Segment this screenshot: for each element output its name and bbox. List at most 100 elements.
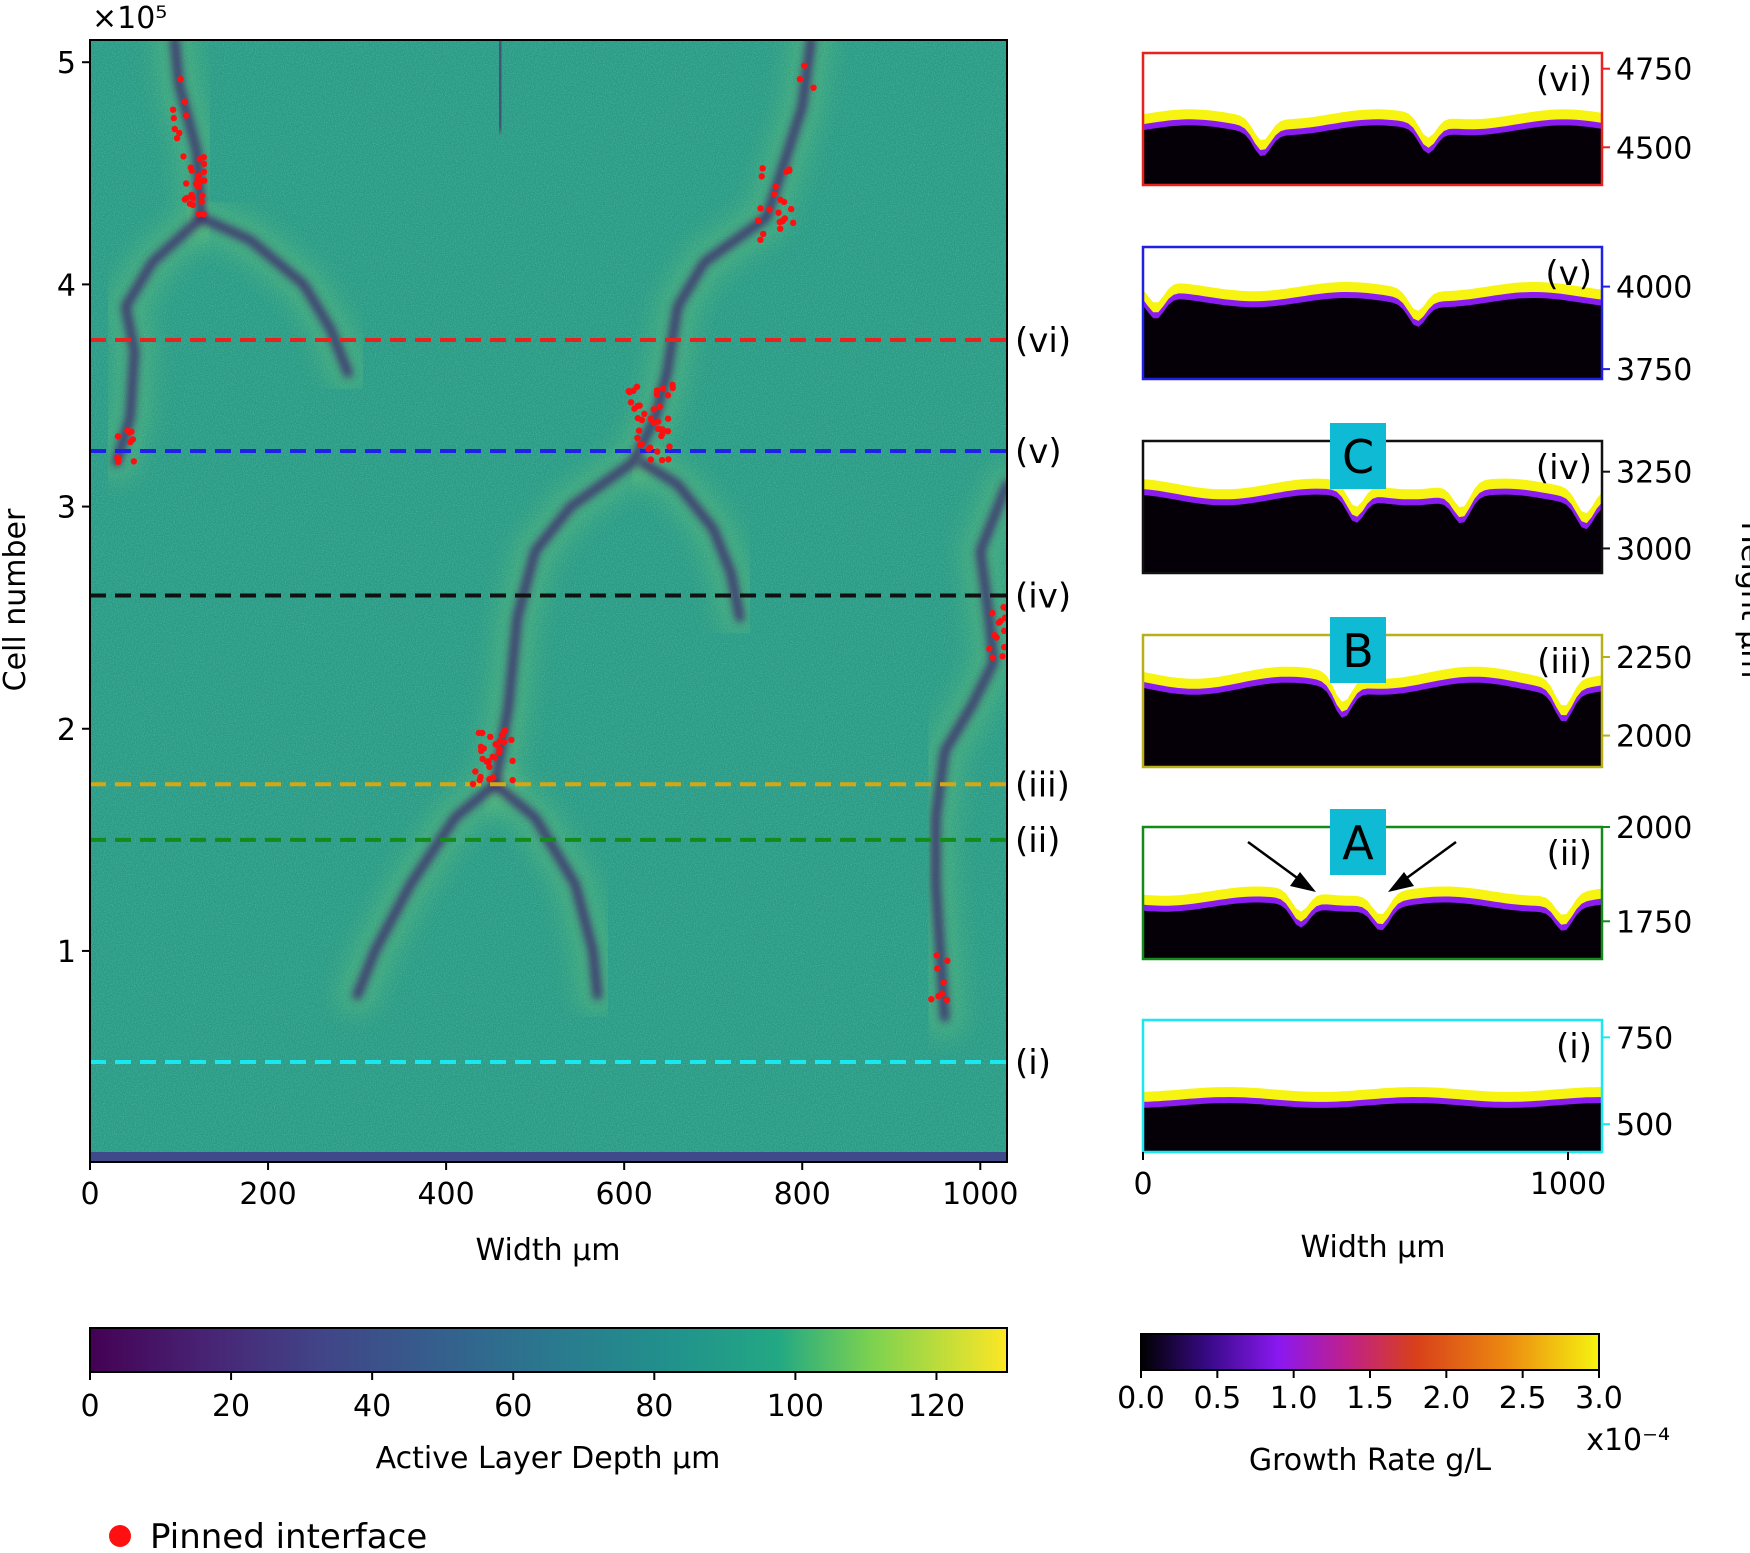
- pinned-point: [654, 425, 662, 432]
- pinned-point: [476, 776, 483, 784]
- pinned-point: [173, 135, 181, 142]
- pinned-point: [480, 745, 487, 752]
- growth-colorbar-label: Growth Rate g/L: [1249, 1443, 1492, 1478]
- main-x-axis-title: Width μm: [475, 1233, 620, 1268]
- x-tick-label: 800: [774, 1177, 831, 1212]
- growth-tick-label: 2.5: [1499, 1381, 1547, 1416]
- growth-tick-label: 1.0: [1270, 1381, 1318, 1416]
- profile-panel-frame: [1141, 1018, 1604, 1154]
- pinned-point: [993, 634, 1000, 641]
- pinned-point: [183, 180, 190, 187]
- pinned-point: [130, 458, 137, 465]
- pinned-point: [200, 210, 207, 218]
- profile-y-tick-label: 3000: [1616, 532, 1692, 567]
- depth-colorbar-label: Active Layer Depth μm: [376, 1441, 721, 1476]
- cut-line-label: (vi): [1015, 321, 1071, 361]
- pinned-point: [989, 654, 996, 661]
- panels-y-axis-title: Height μm: [1734, 521, 1750, 678]
- pinned-point: [772, 183, 779, 190]
- growth-tick-label: 0.5: [1193, 1381, 1241, 1416]
- pinned-point: [989, 609, 996, 617]
- profile-y-tick-label: 3750: [1616, 353, 1692, 388]
- pinned-point: [188, 167, 195, 174]
- pinned-point: [650, 406, 657, 413]
- pinned-point: [492, 741, 499, 748]
- profile-y-tick-label: 4750: [1616, 53, 1692, 88]
- pinned-point: [200, 160, 208, 168]
- main-axes-frame: [89, 39, 1008, 1163]
- pinned-point: [483, 758, 490, 765]
- pinned-point: [656, 403, 663, 410]
- channel-path: [637, 457, 745, 623]
- pinned-point: [634, 402, 641, 410]
- profile-panel-label: (ii): [1547, 834, 1592, 874]
- pinned-point: [995, 619, 1003, 626]
- depth-tick-label: 100: [767, 1389, 824, 1424]
- channel-path: [196, 213, 353, 378]
- pinned-legend-label: Pinned interface: [150, 1517, 427, 1553]
- cutline-layer: [90, 337, 1007, 1065]
- pinned-point: [509, 776, 516, 784]
- pinned-point: [196, 156, 203, 163]
- pinned-point: [779, 218, 786, 225]
- profile-y-tick-label: 1750: [1616, 905, 1692, 940]
- profile-panel-label: (iii): [1537, 642, 1592, 682]
- depth-tick-label: 60: [494, 1389, 532, 1424]
- profile-y-tick-label: 2250: [1616, 641, 1692, 676]
- pinned-point: [181, 196, 188, 203]
- profile-y-tick-label: 3250: [1616, 456, 1692, 491]
- pinned-point: [669, 381, 676, 388]
- pinned-point: [758, 173, 765, 180]
- pinned-point: [1002, 604, 1007, 612]
- profile-x-tick-label: 0: [1133, 1167, 1152, 1202]
- pinned-point: [189, 201, 197, 209]
- arrow-right-head: [1388, 872, 1414, 892]
- profile-panel-label: (v): [1545, 254, 1592, 294]
- pinned-point: [472, 768, 479, 775]
- channel-path: [112, 40, 206, 467]
- main-y-axis-title: Cell number: [0, 508, 33, 691]
- growth-colorbar: 0.0 0.5 1.0 1.5 2.0 2.5 3.0 x10⁻⁴ Growth Rate …: [1117, 1333, 1670, 1478]
- pinned-point: [638, 416, 646, 424]
- cut-line-label: (iv): [1015, 576, 1071, 616]
- profile-x-tick-label: 1000: [1530, 1167, 1606, 1202]
- pinned-point: [170, 114, 177, 122]
- growth-tick-label: 2.0: [1422, 1381, 1470, 1416]
- cut-line-label: (v): [1015, 432, 1062, 472]
- y-tick-label: 4: [57, 268, 76, 303]
- solid-biomass: [1143, 1103, 1602, 1152]
- pinned-point: [1001, 627, 1007, 634]
- pinned-point: [182, 112, 190, 119]
- pinned-point: [664, 415, 672, 422]
- pinned-point: [645, 446, 652, 453]
- profile-panel: (iii) 2000 2250 B: [1141, 617, 1692, 769]
- pinned-point: [508, 736, 515, 743]
- solid-biomass: [1143, 125, 1602, 185]
- pinned-point: [479, 729, 486, 737]
- depth-tick-label: 40: [353, 1389, 391, 1424]
- profile-panel-frame: [1141, 51, 1604, 187]
- pinned-point: [1001, 614, 1007, 621]
- pinned-point: [943, 996, 951, 1004]
- pinned-point: [496, 745, 503, 753]
- pinned-point: [788, 205, 795, 213]
- cut-line-label: (i): [1015, 1043, 1051, 1083]
- depth-tick-label: 20: [212, 1389, 250, 1424]
- pinned-point: [759, 165, 766, 172]
- y-exponent-label: ×10⁵: [92, 1, 167, 36]
- pinned-point: [786, 166, 793, 173]
- growth-tick-label: 1.5: [1346, 1381, 1394, 1416]
- channel-path: [495, 40, 506, 134]
- x-tick-label: 1000: [942, 1177, 1018, 1212]
- pinned-point: [1001, 643, 1007, 651]
- main-ticks: 0 200 400 600 800 1000 1 2 3 4 5: [57, 46, 1019, 1212]
- y-tick-label: 5: [57, 46, 76, 81]
- pinned-point: [198, 198, 205, 205]
- solid-biomass: [1143, 682, 1602, 767]
- profile-y-tick-label: 2000: [1616, 720, 1692, 755]
- pinned-point: [127, 438, 134, 446]
- x-tick-label: 600: [596, 1177, 653, 1212]
- growth-colorbar-gradient: [1140, 1333, 1600, 1371]
